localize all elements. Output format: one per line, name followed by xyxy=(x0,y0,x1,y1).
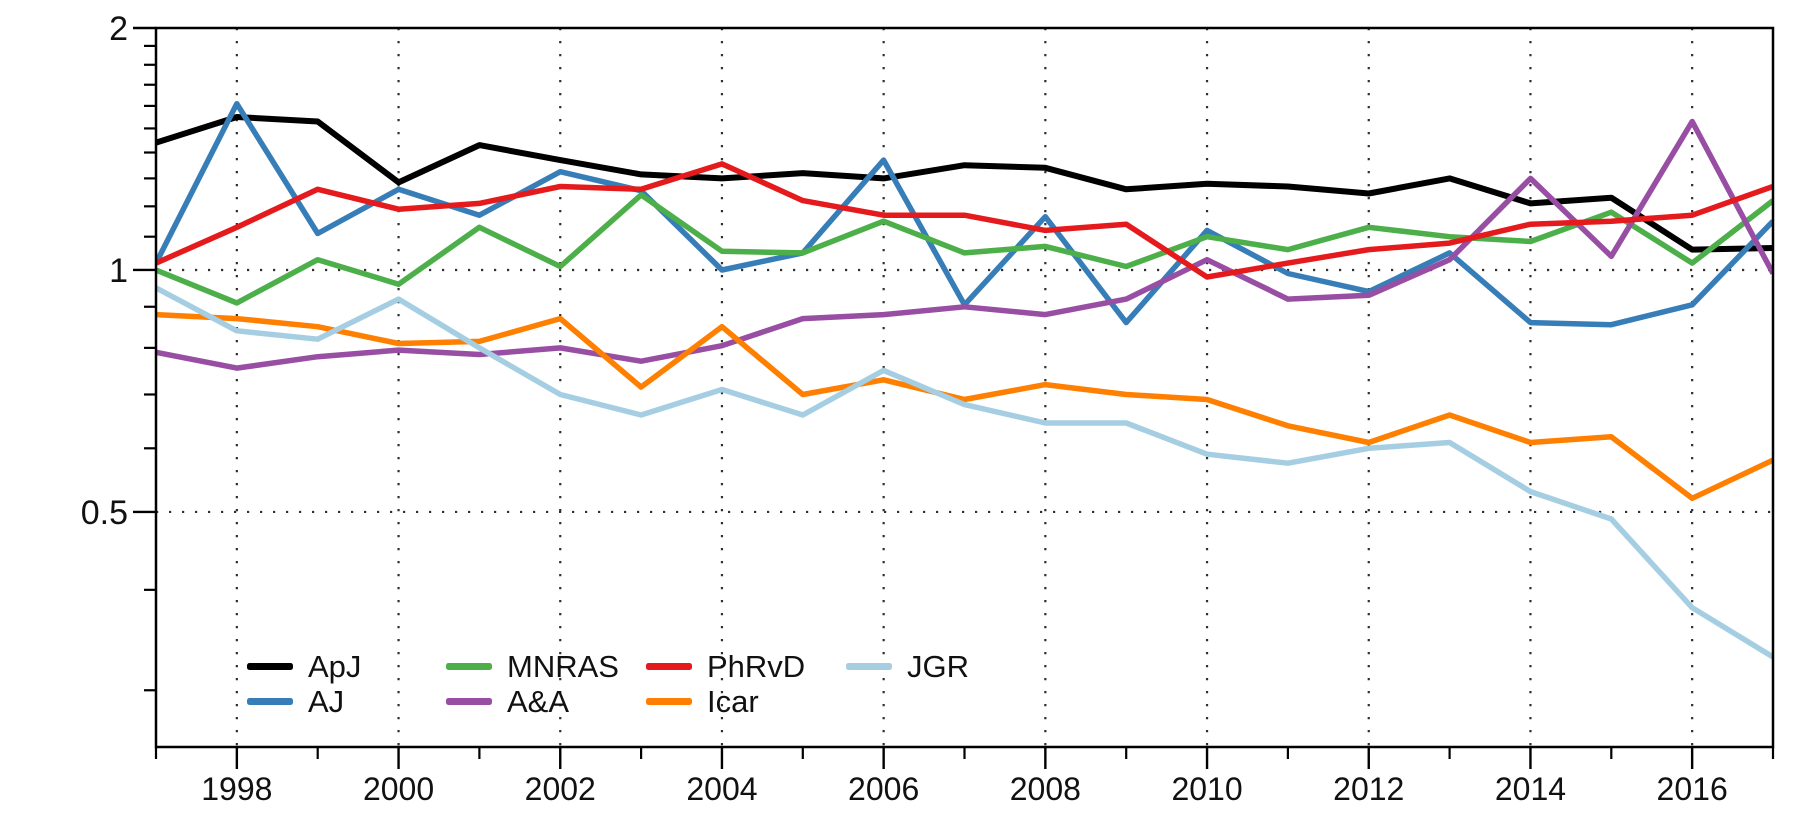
y-tick-label: 2 xyxy=(109,10,128,48)
x-tick-label: 2010 xyxy=(1171,771,1242,807)
x-tick-label: 2006 xyxy=(848,771,919,807)
y-tick-label: 1 xyxy=(109,252,128,290)
series-line-ApJ xyxy=(156,114,1773,253)
series-line-AandA xyxy=(156,118,1773,371)
x-tick-label: 2004 xyxy=(686,771,757,807)
x-tick-label: 2012 xyxy=(1333,771,1404,807)
series-line-MNRAS xyxy=(156,192,1773,306)
x-tick-label: 2000 xyxy=(363,771,434,807)
x-tick-label: 2008 xyxy=(1010,771,1081,807)
x-tick-label: 2014 xyxy=(1495,771,1566,807)
x-tick-label: 1998 xyxy=(201,771,272,807)
plot-frame xyxy=(154,26,1775,749)
x-tick-label: 2002 xyxy=(525,771,596,807)
series-line-Icar xyxy=(156,311,1773,502)
series-line-PhRvD xyxy=(156,161,1773,280)
x-tick-label: 2016 xyxy=(1657,771,1728,807)
y-tick-label: 0.5 xyxy=(81,494,128,532)
series-line-JGR xyxy=(156,285,1773,660)
